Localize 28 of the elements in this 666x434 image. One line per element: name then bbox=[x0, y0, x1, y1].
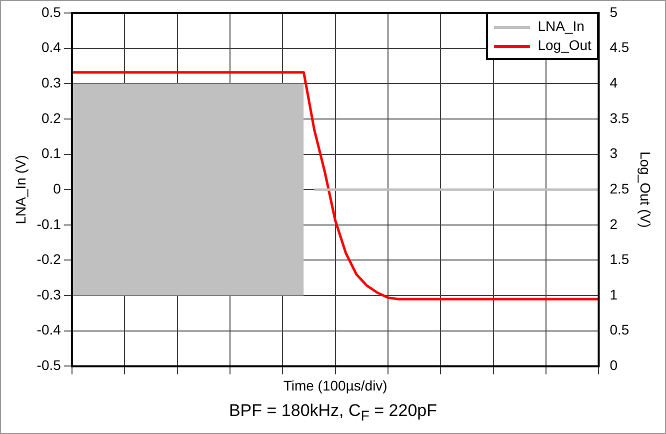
y-tick-label: 0.4 bbox=[41, 39, 62, 56]
y2-tick-label: 5 bbox=[610, 4, 618, 20]
y-tick-label: -0.3 bbox=[36, 286, 62, 302]
y2-tick-label: 0 bbox=[610, 357, 618, 374]
legend-label: LNA_In bbox=[536, 17, 586, 36]
y2-tick-label: 1.5 bbox=[610, 251, 630, 268]
y-tick-label: -0.2 bbox=[36, 251, 62, 268]
y2-tick-label: 4.5 bbox=[610, 39, 630, 56]
y2-tick-label: 0.5 bbox=[610, 322, 630, 338]
x-axis-title: Time (100µs/div) bbox=[283, 377, 388, 394]
text: BPF = 180kHz, C$_{F}$ = 220pF bbox=[228, 401, 438, 424]
y2-tick-label: 1 bbox=[610, 286, 618, 302]
y-tick-label: 0.3 bbox=[41, 74, 62, 90]
y2-tick-label: 3 bbox=[610, 145, 618, 162]
y-tick-label: -0.5 bbox=[36, 357, 62, 374]
y2-tick-label: 4 bbox=[610, 74, 618, 90]
y2-axis-title: Log_Out (V) bbox=[638, 151, 654, 228]
y-tick-label: -0.1 bbox=[36, 216, 62, 232]
y2-tick-label: 2 bbox=[610, 216, 618, 232]
y-axis-title: LNA_In (V) bbox=[12, 154, 28, 224]
y2-tick-label: 3.5 bbox=[610, 110, 630, 126]
y-tick-label: -0.4 bbox=[36, 322, 62, 338]
y-tick-label: 0.2 bbox=[41, 110, 62, 126]
y-tick-label: 0 bbox=[53, 180, 62, 196]
legend-label: Log_Out bbox=[536, 36, 592, 55]
y-tick-label: 0.1 bbox=[41, 145, 62, 162]
y2-tick-label: 2.5 bbox=[610, 180, 630, 196]
y-tick-label: 0.5 bbox=[41, 4, 62, 20]
